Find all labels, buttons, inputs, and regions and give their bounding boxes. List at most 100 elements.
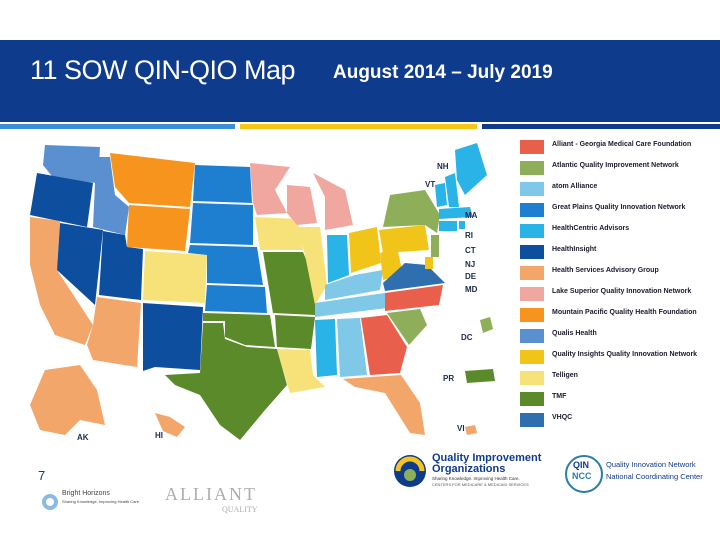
region-south-carolina: [387, 309, 427, 345]
legend-item: Alliant - Georgia Medical Care Foundatio…: [520, 140, 720, 154]
region-louisiana: [277, 349, 325, 393]
legend-item: HealthCentric Advisors: [520, 224, 720, 238]
slide-title: 11 SOW QIN-QIO Map: [30, 55, 296, 85]
label-vt: VT: [425, 180, 435, 189]
region-iowa: [255, 217, 303, 250]
legend-swatch: [520, 203, 544, 217]
legend-swatch: [520, 266, 544, 280]
label-de: DE: [465, 272, 477, 281]
ncc-badge-text-2: NCC: [572, 471, 592, 481]
legend-item: Telligen: [520, 371, 720, 385]
legend-swatch: [520, 161, 544, 175]
legend-swatch: [520, 329, 544, 343]
region-new-mexico: [143, 303, 203, 371]
region-arkansas: [275, 315, 315, 349]
region-missouri: [263, 252, 317, 315]
legend-item: atom Alliance: [520, 182, 720, 196]
accent-bar-navy: [482, 124, 720, 129]
region-vermont: [435, 183, 447, 207]
legend-swatch: [520, 287, 544, 301]
region-south-dakota: [190, 203, 253, 245]
region-north-carolina: [385, 285, 443, 311]
legend-swatch: [520, 140, 544, 154]
legend-label: Telligen: [552, 372, 578, 379]
ncc-name-line2: National Coordinating Center: [606, 472, 703, 481]
region-illinois: [297, 227, 327, 305]
region-pennsylvania: [379, 225, 429, 253]
region-nebraska: [188, 245, 263, 285]
label-ak: AK: [77, 433, 89, 442]
date-range: August 2014 – July 2019: [333, 62, 553, 83]
legend-item: Great Plains Quality Innovation Network: [520, 203, 720, 217]
label-md: MD: [465, 285, 478, 294]
label-ct: CT: [465, 246, 476, 255]
legend-item: Quality Insights Quality Innovation Netw…: [520, 350, 720, 364]
qio-tagline: Sharing Knowledge. Improving Health Care…: [432, 476, 520, 481]
region-oklahoma: [203, 313, 275, 347]
region-hawaii: [155, 413, 185, 437]
region-dc-marker: [480, 317, 493, 333]
label-nh: NH: [437, 162, 449, 171]
legend-label: atom Alliance: [552, 183, 598, 190]
label-dc: DC: [461, 333, 473, 342]
accent-bar-blue: [0, 124, 235, 129]
legend-item: Health Services Advisory Group: [520, 266, 720, 280]
legend-label: Great Plains Quality Innovation Network: [552, 204, 686, 211]
faded-logo-name: Bright Horizons: [62, 490, 110, 497]
qio-title-line1: Quality Improvement: [432, 452, 542, 464]
legend-item: TMF: [520, 392, 720, 406]
slide-number: 7: [38, 468, 46, 483]
region-ohio: [349, 227, 381, 273]
label-ma: MA: [465, 211, 478, 220]
label-ri: RI: [465, 231, 473, 240]
region-north-dakota: [193, 165, 252, 203]
region-tennessee: [315, 293, 395, 317]
legend-label: Atlantic Quality Improvement Network: [552, 162, 679, 169]
legend-item: VHQC: [520, 413, 720, 427]
legend-label: HealthInsight: [552, 246, 597, 253]
legend-swatch: [520, 245, 544, 259]
region-alabama: [337, 318, 367, 377]
us-qio-map: NH VT MA RI CT NJ DE MD DC PR VI AK HI: [30, 143, 495, 442]
region-alaska: [30, 365, 105, 435]
region-kansas: [205, 285, 267, 313]
region-minnesota: [250, 163, 290, 215]
legend-label: Quality Insights Quality Innovation Netw…: [552, 351, 698, 358]
legend-label: TMF: [552, 393, 567, 400]
qio-subline: CENTERS FOR MEDICARE & MEDICAID SERVICES: [432, 482, 529, 487]
qio-title-line2: Organizations: [432, 463, 506, 475]
region-michigan: [313, 173, 353, 230]
region-maine: [455, 143, 487, 195]
legend-label: HealthCentric Advisors: [552, 225, 630, 232]
region-texas: [165, 323, 287, 440]
legend-label: Lake Superior Quality Innovation Network: [552, 288, 692, 295]
region-idaho: [93, 157, 129, 235]
faded-logo-sub: Sharing Knowledge. Improving Health Care…: [62, 499, 141, 504]
legend-swatch: [520, 413, 544, 427]
label-hi: HI: [155, 431, 163, 440]
label-pr: PR: [443, 374, 454, 383]
legend-label: Mountain Pacific Quality Health Foundati…: [552, 309, 697, 316]
region-kentucky: [325, 270, 383, 300]
legend-swatch: [520, 350, 544, 364]
region-colorado: [143, 251, 207, 303]
region-connecticut: [439, 221, 457, 231]
region-puerto-rico: [465, 369, 495, 383]
legend-item: Lake Superior Quality Innovation Network: [520, 287, 720, 301]
region-indiana: [327, 235, 349, 283]
ncc-name-line1: Quality Innovation Network: [606, 460, 696, 469]
faded-logo-icon: [42, 494, 58, 510]
legend-item: Mountain Pacific Quality Health Foundati…: [520, 308, 720, 322]
region-california: [30, 217, 93, 345]
legend-label: Health Services Advisory Group: [552, 267, 659, 274]
region-arizona: [87, 297, 141, 367]
region-nevada: [57, 223, 103, 305]
label-nj: NJ: [465, 260, 475, 269]
region-rhode-island: [459, 221, 465, 229]
region-florida: [343, 375, 425, 435]
region-virgin-islands: [465, 425, 477, 435]
region-massachusetts: [439, 207, 473, 219]
legend-swatch: [520, 392, 544, 406]
legend-label: Qualis Health: [552, 330, 597, 337]
accent-bar-yellow: [240, 124, 477, 129]
